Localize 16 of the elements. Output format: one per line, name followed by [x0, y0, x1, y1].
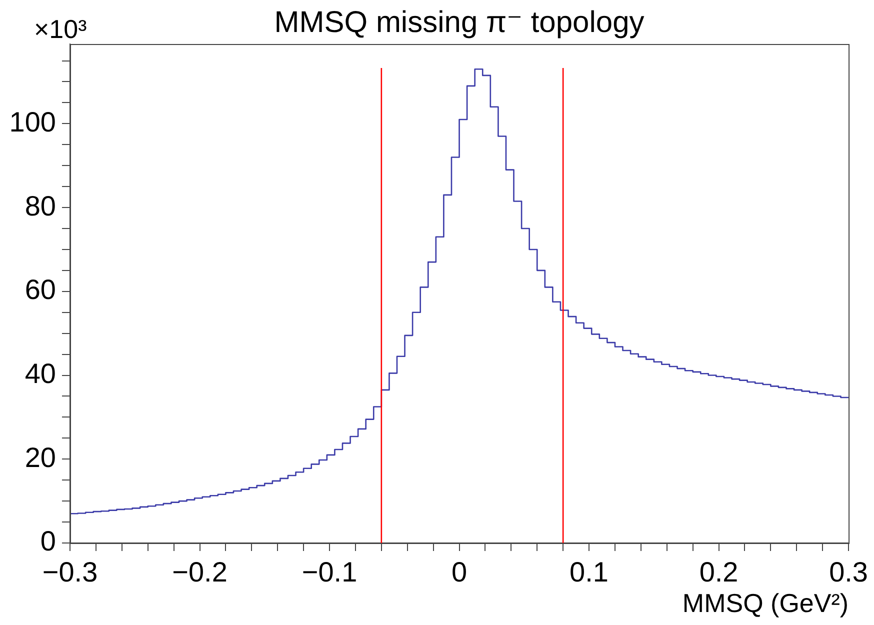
x-axis-title: MMSQ (GeV²)	[682, 588, 849, 618]
x-tick-label: 0.3	[829, 556, 868, 588]
y-tick-label: 40	[24, 358, 56, 389]
x-tick-label: 0.2	[699, 556, 738, 588]
y-tick-label: 0	[40, 526, 56, 557]
x-tick-label: −0.1	[302, 556, 358, 588]
annotation: ×10³	[34, 14, 88, 44]
y-tick-label: 20	[24, 442, 56, 473]
y-tick-label: 80	[24, 190, 56, 222]
y-tick-label: 100	[9, 106, 56, 138]
chart-title: MMSQ missing π⁻ topology	[274, 6, 644, 39]
x-tick-label: −0.3	[42, 556, 98, 588]
x-tick-label: −0.2	[172, 556, 228, 588]
y-tick-label: 60	[24, 274, 56, 306]
x-tick-label: 0	[451, 556, 468, 588]
x-tick-label: 0.1	[570, 556, 608, 588]
